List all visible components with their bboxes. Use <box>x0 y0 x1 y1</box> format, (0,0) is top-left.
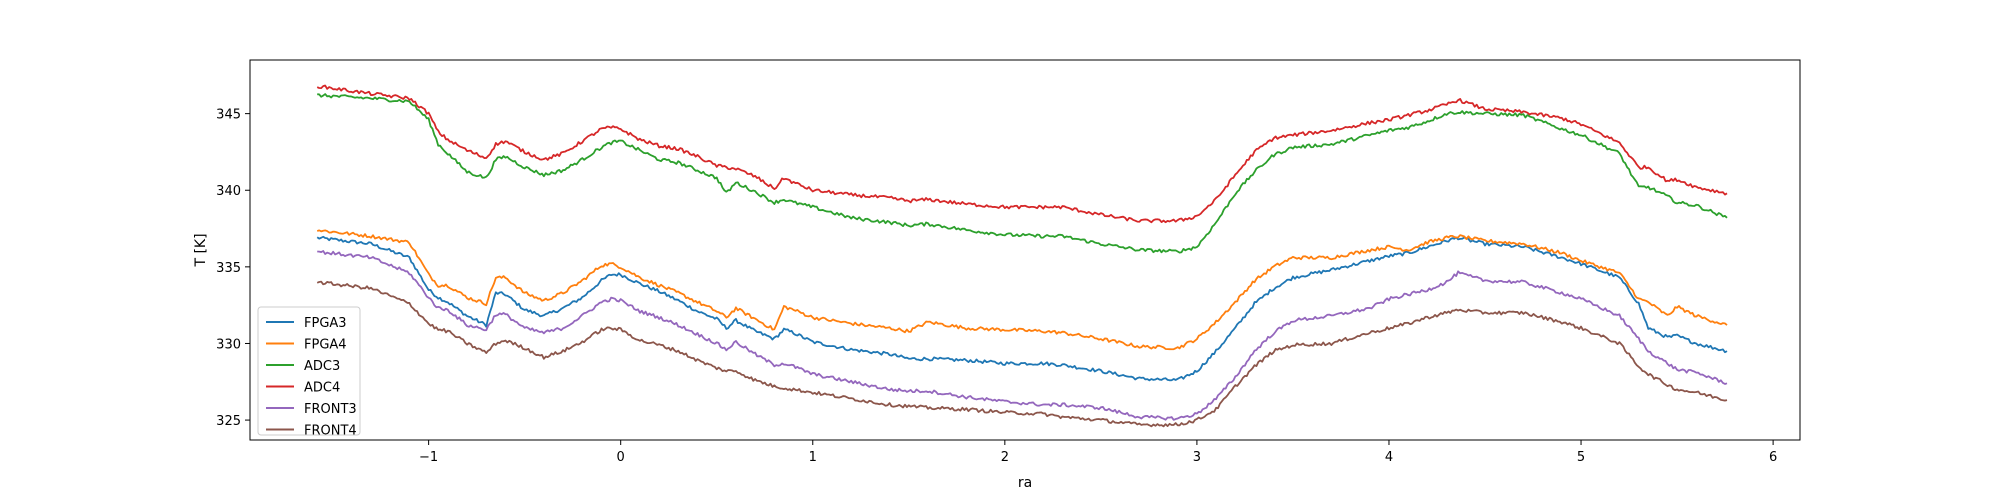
x-axis-label: ra <box>1018 475 1032 491</box>
legend-label-adc3: ADC3 <box>304 359 340 374</box>
y-tick-label: 325 <box>216 414 241 429</box>
series-line-fpga4 <box>316 229 1728 351</box>
legend-box <box>257 306 361 436</box>
axes-frame <box>249 59 1801 441</box>
x-tick-label: 0 <box>617 450 625 465</box>
x-axis-ticks: −1 0 1 2 3 4 5 6 <box>419 440 1777 465</box>
y-axis-ticks: 325 330 335 340 345 <box>216 108 250 429</box>
legend: FPGA3 FPGA4 ADC3 ADC4 FRONT3 FRONT4 <box>257 306 361 439</box>
legend-label-fpga4: FPGA4 <box>304 338 347 353</box>
x-tick-label: 5 <box>1577 450 1585 465</box>
x-tick-label: 2 <box>1001 450 1009 465</box>
y-tick-label: 335 <box>216 261 241 276</box>
y-axis-label: T [K] <box>193 233 209 267</box>
series-lines <box>316 84 1728 428</box>
series-line-adc3 <box>317 93 1728 254</box>
y-tick-label: 340 <box>216 184 241 199</box>
plot-area <box>250 60 1800 440</box>
legend-label-front3: FRONT3 <box>304 402 357 417</box>
x-tick-label: 4 <box>1385 450 1393 465</box>
x-tick-label: 3 <box>1193 450 1201 465</box>
x-tick-label: −1 <box>419 450 438 465</box>
x-tick-label: 1 <box>809 450 817 465</box>
x-tick-label: 6 <box>1769 450 1777 465</box>
legend-label-adc4: ADC4 <box>304 381 340 396</box>
series-line-front4 <box>316 280 1728 428</box>
y-tick-label: 330 <box>216 337 241 352</box>
series-line-adc4 <box>316 84 1728 224</box>
series-line-fpga3 <box>316 235 1728 382</box>
legend-label-front4: FRONT4 <box>304 424 357 439</box>
legend-label-fpga3: FPGA3 <box>304 316 347 331</box>
series-line-front3 <box>317 250 1728 421</box>
y-tick-label: 345 <box>216 108 241 123</box>
